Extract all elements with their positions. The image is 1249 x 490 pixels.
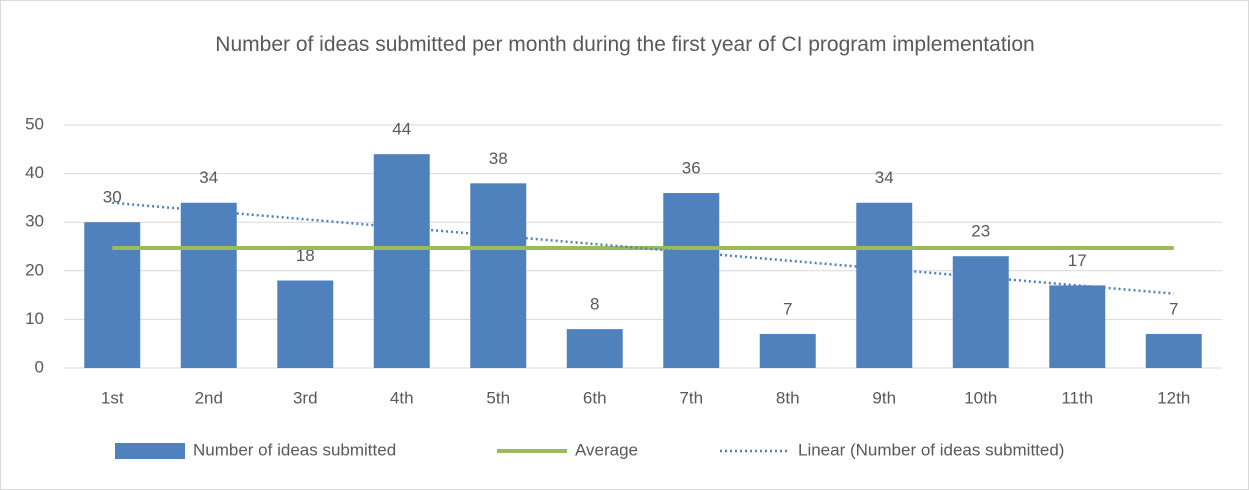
bar <box>277 280 334 368</box>
bar <box>470 183 527 368</box>
x-tick-label: 11th <box>1061 388 1093 407</box>
bar <box>84 222 141 368</box>
bar <box>1049 285 1106 368</box>
data-label: 7 <box>1169 299 1178 318</box>
chart-title: Number of ideas submitted per month duri… <box>215 33 1035 56</box>
y-tick-label: 10 <box>25 309 44 328</box>
y-tick-label: 40 <box>25 163 44 182</box>
data-label: 38 <box>489 149 508 168</box>
y-tick-label: 50 <box>25 114 44 133</box>
bar <box>759 333 816 368</box>
data-label: 17 <box>1068 251 1087 270</box>
x-tick-label: 6th <box>583 388 607 407</box>
data-label: 23 <box>971 222 990 241</box>
legend-swatch <box>115 443 185 459</box>
data-label: 8 <box>590 295 599 314</box>
data-label: 34 <box>199 168 218 187</box>
data-label: 7 <box>783 299 792 318</box>
x-tick-label: 3rd <box>293 388 318 407</box>
y-tick-label: 0 <box>35 357 44 376</box>
x-tick-label: 7th <box>679 388 703 407</box>
data-label: 36 <box>682 159 701 178</box>
data-label: 34 <box>875 168 894 187</box>
bar <box>1145 333 1202 368</box>
bar <box>663 193 720 368</box>
bar <box>566 329 623 368</box>
data-label: 30 <box>103 188 122 207</box>
x-tick-label: 1st <box>101 388 124 407</box>
x-tick-label: 2nd <box>195 388 223 407</box>
legend-label: Average <box>575 440 638 459</box>
legend-label: Number of ideas submitted <box>193 440 396 459</box>
bar <box>856 202 913 368</box>
y-tick-label: 20 <box>25 260 44 279</box>
bar <box>952 256 1009 368</box>
x-tick-label: 9th <box>872 388 896 407</box>
bar <box>180 202 237 368</box>
bar <box>373 154 430 368</box>
x-tick-label: 12th <box>1157 388 1190 407</box>
legend-label: Linear (Number of ideas submitted) <box>798 440 1064 459</box>
x-tick-label: 5th <box>486 388 510 407</box>
data-label: 44 <box>392 120 411 139</box>
x-tick-label: 4th <box>390 388 414 407</box>
data-label: 18 <box>296 246 315 265</box>
y-tick-label: 30 <box>25 212 44 231</box>
x-tick-label: 10th <box>964 388 997 407</box>
x-tick-label: 8th <box>776 388 800 407</box>
